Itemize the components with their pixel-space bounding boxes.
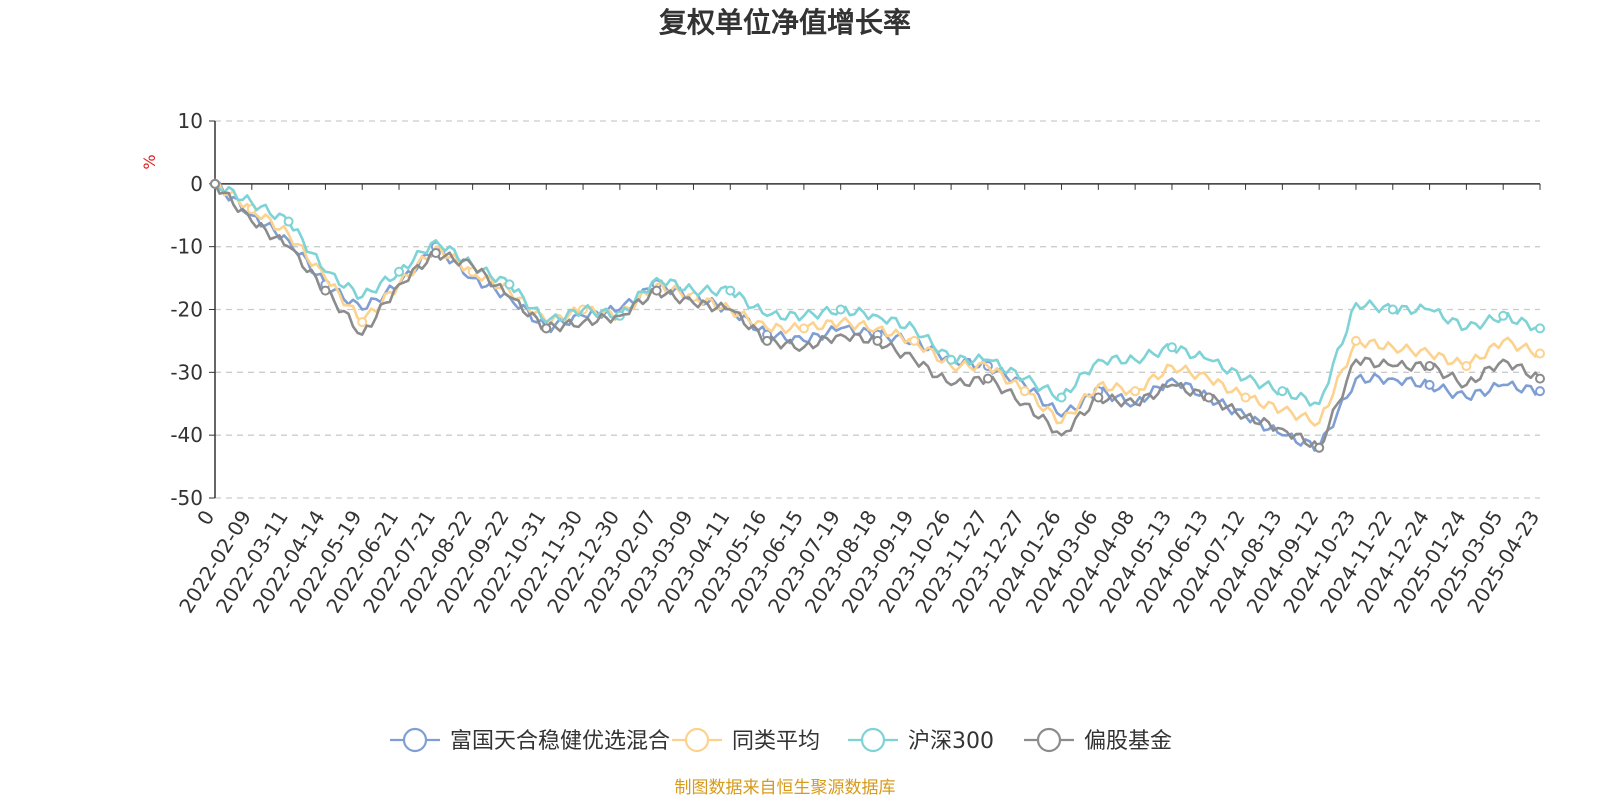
data-point — [1535, 386, 1545, 397]
y-tick-label: -10 — [170, 235, 203, 259]
y-tick-label: -50 — [170, 486, 203, 510]
y-tick-label: -20 — [170, 298, 203, 322]
data-point — [1535, 373, 1545, 384]
data-point — [283, 216, 294, 227]
legend[interactable]: 富国天合稳健优选混合 同类平均 沪深300 偏股基金 — [390, 727, 1172, 754]
data-point — [210, 178, 220, 189]
data-point — [541, 323, 552, 334]
legend-label: 偏股基金 — [1084, 729, 1172, 754]
data-point — [430, 247, 441, 258]
legend-label: 富国天合稳健优选混合 — [450, 729, 670, 754]
legend-marker-icon — [684, 727, 710, 753]
data-point — [1387, 304, 1398, 315]
chart-title: 复权单位净值增长率 — [659, 6, 911, 39]
y-axis-unit-label: % — [140, 154, 159, 169]
data-point — [835, 304, 846, 315]
series-line — [214, 182, 1541, 427]
data-point — [357, 317, 368, 328]
legend-marker-icon — [860, 727, 886, 753]
data-point — [725, 285, 736, 296]
data-point — [946, 354, 957, 365]
series-lines — [210, 178, 1545, 453]
y-tick-label: -40 — [170, 423, 203, 447]
y-tick-label: 0 — [190, 172, 203, 196]
grid-lines — [215, 120, 1540, 499]
data-point — [982, 373, 993, 384]
data-point — [1166, 342, 1177, 353]
legend-item-3[interactable]: 沪深300 — [848, 727, 994, 754]
data-point — [1277, 386, 1288, 397]
axes: 100-10-20-30-40-5002022-02-092022-03-112… — [170, 109, 1544, 617]
legend-item-4[interactable]: 偏股基金 — [1024, 727, 1172, 754]
data-point — [762, 335, 773, 346]
legend-item-2[interactable]: 同类平均 — [672, 727, 820, 754]
data-point — [1056, 392, 1067, 403]
source-note: 制图数据来自恒生聚源数据库 — [675, 778, 896, 798]
data-point — [1130, 386, 1141, 397]
data-point — [1424, 361, 1435, 372]
data-point — [909, 335, 920, 346]
data-point — [320, 285, 331, 296]
data-point — [1498, 310, 1509, 321]
x-tick-label: 0 — [192, 506, 219, 530]
series-2 — [210, 178, 1545, 427]
legend-label: 沪深300 — [908, 729, 994, 754]
data-point — [1535, 323, 1545, 334]
y-tick-label: 10 — [178, 109, 203, 133]
data-point — [1203, 392, 1214, 403]
data-point — [798, 323, 809, 334]
series-4 — [210, 178, 1545, 453]
legend-marker-icon — [402, 727, 428, 753]
data-point — [1350, 335, 1361, 346]
legend-label: 同类平均 — [732, 729, 820, 754]
data-point — [651, 285, 662, 296]
series-3 — [210, 178, 1545, 407]
data-point — [504, 279, 515, 290]
legend-item-1[interactable]: 富国天合稳健优选混合 — [390, 727, 670, 754]
data-point — [1461, 361, 1472, 372]
data-point — [1535, 348, 1545, 359]
data-point — [872, 335, 883, 346]
data-point — [1240, 392, 1251, 403]
data-point — [1314, 442, 1325, 453]
legend-marker-icon — [1036, 727, 1062, 753]
data-point — [1424, 379, 1435, 390]
data-point — [1019, 386, 1030, 397]
y-tick-label: -30 — [170, 360, 203, 384]
data-point — [394, 266, 405, 277]
data-point — [1093, 392, 1104, 403]
series-line — [214, 182, 1541, 407]
